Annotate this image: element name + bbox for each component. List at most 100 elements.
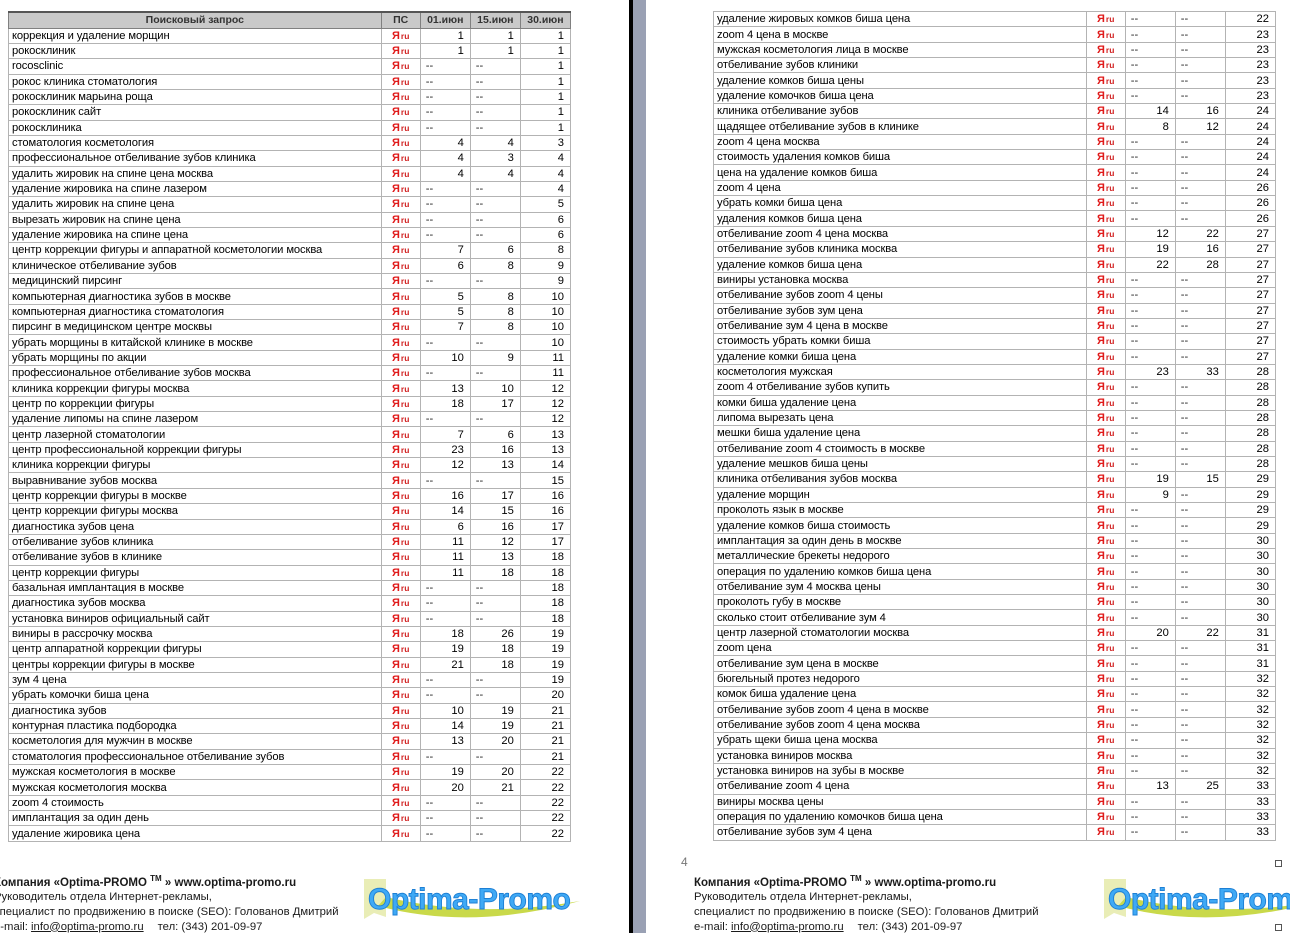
table-row: убрать морщины в китайской клинике в мос… xyxy=(8,334,572,351)
cell-rank-1: -- xyxy=(419,272,471,290)
yandex-ru-icon: Яru xyxy=(391,643,410,656)
cell-rank-3: 22 xyxy=(1224,10,1277,28)
footer-email-link-right[interactable]: info@optima-promo.ru xyxy=(731,920,844,933)
cell-rank-3: 22 xyxy=(519,825,572,842)
cell-search-engine: Яru xyxy=(1085,72,1126,89)
yandex-ru-icon: Яru xyxy=(391,489,410,502)
yandex-ru-icon: Яru xyxy=(1096,320,1115,333)
yandex-ru-icon: Яru xyxy=(1096,473,1115,486)
footer-email-link[interactable]: info@optima-promo.ru xyxy=(31,920,144,933)
cell-rank-3: 23 xyxy=(1224,57,1277,74)
table-row: зум 4 цена Яru -- -- 19 xyxy=(8,671,572,689)
table-row: отбеливание зум 4 цена в москве Яru -- -- 27 xyxy=(713,317,1277,335)
keyword-rankings-table-right: удаление жировых комков биша цена Яru -- --… xyxy=(713,10,1277,841)
cell-search-engine: Яru xyxy=(1085,440,1126,457)
cell-rank-3: 18 xyxy=(519,579,572,597)
cell-query: зум 4 цена xyxy=(8,671,382,689)
table-row: удаление комки биша цена Яru -- -- 27 xyxy=(713,348,1277,365)
cell-rank-3: 9 xyxy=(519,257,572,275)
cell-rank-2: 8 xyxy=(469,257,521,275)
cell-rank-2: 20 xyxy=(469,733,521,750)
table-row: отбеливание zoom 4 цена москва Яru 12 22 27 xyxy=(713,225,1277,243)
cell-search-engine: Яru xyxy=(1085,563,1126,580)
cell-query: диагностика зубов цена xyxy=(8,518,382,535)
cell-search-engine: Яru xyxy=(380,472,421,489)
logo-graphic: Optima-Promo xyxy=(364,879,580,919)
cell-query: отбеливание зубов зум 4 цена xyxy=(713,824,1087,841)
cell-rank-1: -- xyxy=(1124,287,1176,304)
cell-rank-1: -- xyxy=(1124,149,1176,166)
yandex-ru-icon: Яru xyxy=(1096,765,1115,778)
cell-query: удаление комков биша цена xyxy=(713,256,1087,273)
cell-rank-1: -- xyxy=(1124,333,1176,350)
cell-rank-2: 18 xyxy=(469,564,521,581)
cell-query: клиника коррекции фигуры xyxy=(8,457,382,474)
cell-rank-2: -- xyxy=(1174,287,1226,304)
cell-rank-1: -- xyxy=(1124,747,1176,764)
cell-rank-2: -- xyxy=(1174,210,1226,227)
cell-rank-1: 18 xyxy=(419,625,471,643)
yandex-ru-icon: Яru xyxy=(1096,427,1115,440)
table-row: клиника коррекции фигуры Яru 12 13 14 xyxy=(8,457,572,474)
cell-rank-3: 4 xyxy=(519,150,572,167)
cell-search-engine: Яru xyxy=(380,196,421,213)
cell-search-engine: Яru xyxy=(1085,179,1126,197)
cell-search-engine: Яru xyxy=(1085,195,1126,212)
cell-query: косметология для мужчин в москве xyxy=(8,733,382,750)
cell-search-engine: Яru xyxy=(380,27,421,44)
cell-rank-1: 21 xyxy=(419,656,471,673)
cell-search-engine: Яru xyxy=(1085,701,1126,718)
cell-rank-1: 5 xyxy=(419,288,471,305)
cell-rank-2: 4 xyxy=(469,165,521,182)
cell-search-engine: Яru xyxy=(380,380,421,397)
cell-search-engine: Яru xyxy=(380,533,421,551)
yandex-ru-icon: Яru xyxy=(391,551,410,564)
cell-rank-3: 27 xyxy=(1224,317,1277,335)
yandex-ru-icon: Яru xyxy=(391,474,410,487)
cell-search-engine: Яru xyxy=(1085,517,1126,534)
cell-rank-2: -- xyxy=(469,119,521,136)
cell-rank-1: -- xyxy=(419,334,471,351)
footer-company-line-right: Компания «Optima-PROMO TM » www.optima-p… xyxy=(694,872,1290,890)
cell-query: рокосклиника xyxy=(8,119,382,136)
cell-rank-3: 26 xyxy=(1224,179,1277,197)
cell-rank-3: 29 xyxy=(1224,517,1277,534)
table-row: липома вырезать цена Яru -- -- 28 xyxy=(713,409,1277,427)
table-row: отбеливание зубов в клинике Яru 11 13 18 xyxy=(8,549,572,566)
cell-rank-3: 20 xyxy=(519,687,572,704)
cell-rank-2: -- xyxy=(1174,501,1226,519)
table-row: удаление комков биша стоимость Яru -- -- 29 xyxy=(713,517,1277,534)
cell-rank-3: 30 xyxy=(1224,532,1277,550)
cell-query: клиника отбеливания зубов москва xyxy=(713,471,1087,488)
cell-search-engine: Яru xyxy=(380,73,421,90)
footer-role-line-1: Руководитель отдела Интернет-рекламы, xyxy=(0,891,212,904)
yandex-ru-icon: Яru xyxy=(391,735,410,748)
table-row: стоматология косметология Яru 4 4 3 xyxy=(8,134,572,152)
cell-search-engine: Яru xyxy=(1085,640,1126,657)
table-row: центр аппаратной коррекции фигуры Яru 19 18… xyxy=(8,641,572,658)
cell-rank-3: 8 xyxy=(519,242,572,259)
logo-wordmark: Optima-Promo xyxy=(368,883,571,916)
cell-rank-2: 12 xyxy=(1174,118,1226,135)
cell-rank-2: -- xyxy=(1174,670,1226,688)
cell-query: отбеливание зубов клиника xyxy=(8,533,382,551)
cell-rank-3: 27 xyxy=(1224,225,1277,243)
cell-rank-1: 13 xyxy=(419,380,471,397)
cell-rank-3: 14 xyxy=(519,457,572,474)
cell-query: удаление жировых комков биша цена xyxy=(713,10,1087,28)
cell-rank-3: 32 xyxy=(1224,732,1277,749)
cell-rank-1: 11 xyxy=(419,549,471,566)
cell-search-engine: Яru xyxy=(1085,225,1126,243)
table-row: клиника коррекции фигуры москва Яru 13 10 12 xyxy=(8,380,572,397)
cell-search-engine: Яru xyxy=(1085,425,1126,442)
yandex-ru-icon: Яru xyxy=(1096,381,1115,394)
yandex-ru-icon: Яru xyxy=(1096,197,1115,210)
cell-rank-3: 32 xyxy=(1224,670,1277,688)
cell-rank-2: 20 xyxy=(469,763,521,781)
table-row: вырезать жировик на спине цена Яru -- -- 6 xyxy=(8,211,572,228)
yandex-ru-icon: Яru xyxy=(1096,151,1115,164)
footer-role-line-1-right: Руководитель отдела Интернет-рекламы, xyxy=(694,891,912,904)
table-body-right: удаление жировых комков биша цена Яru -- --… xyxy=(713,10,1277,841)
yandex-ru-icon: Яru xyxy=(391,290,410,303)
cell-rank-2: -- xyxy=(1174,686,1226,703)
